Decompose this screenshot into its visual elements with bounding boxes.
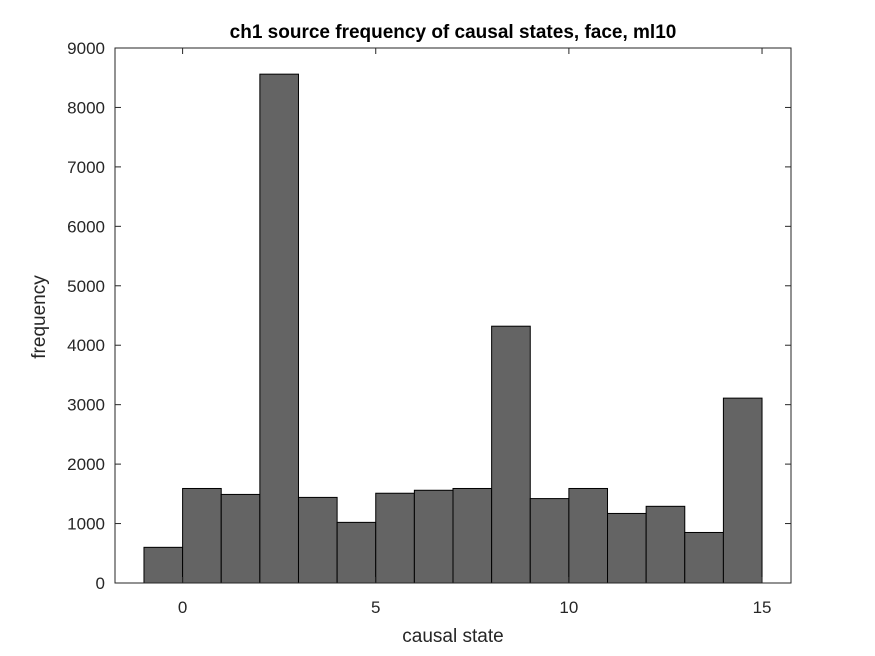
- y-tick-label: 2000: [67, 455, 105, 474]
- histogram-bar: [568, 487, 609, 584]
- y-tick-label: 9000: [67, 39, 105, 58]
- bars-group: [143, 73, 763, 584]
- y-tick-label: 6000: [67, 217, 105, 236]
- histogram-bar: [491, 325, 531, 584]
- y-tick-label: 7000: [67, 158, 105, 177]
- y-tick-label: 3000: [67, 396, 105, 415]
- y-axis: 0 1000 2000 3000 4000 5000 6000 7000 8000 9000: [67, 39, 791, 593]
- y-tick-label: 0: [96, 574, 105, 593]
- histogram-bar: [182, 487, 222, 584]
- histogram-bar: [722, 397, 763, 584]
- x-tick-label: 15: [753, 598, 772, 617]
- y-tick-label: 5000: [67, 277, 105, 296]
- histogram-bar: [297, 496, 338, 584]
- y-tick-label: 8000: [67, 98, 105, 117]
- histogram-bar: [684, 531, 724, 584]
- x-tick-label: 10: [559, 598, 578, 617]
- plot-frame: [114, 47, 792, 584]
- x-tick-label: 0: [178, 598, 187, 617]
- histogram-bar: [336, 521, 377, 584]
- histogram-bar: [645, 505, 686, 584]
- histogram-bar: [220, 493, 261, 584]
- histogram-bar: [607, 512, 647, 584]
- x-axis: 0 5 10 15: [178, 48, 772, 617]
- histogram-bar: [259, 73, 299, 584]
- histogram-bar: [143, 546, 184, 584]
- x-tick-label: 5: [371, 598, 380, 617]
- chart-title: ch1 source frequency of causal states, f…: [230, 22, 677, 43]
- x-axis-label: causal state: [402, 626, 503, 647]
- histogram-bar: [413, 489, 454, 584]
- histogram-bar: [452, 487, 493, 584]
- y-tick-label: 4000: [67, 336, 105, 355]
- histogram-bar: [375, 492, 415, 584]
- y-tick-label: 1000: [67, 515, 105, 534]
- y-axis-label: frequency: [29, 275, 50, 359]
- histogram-bar: [529, 498, 570, 584]
